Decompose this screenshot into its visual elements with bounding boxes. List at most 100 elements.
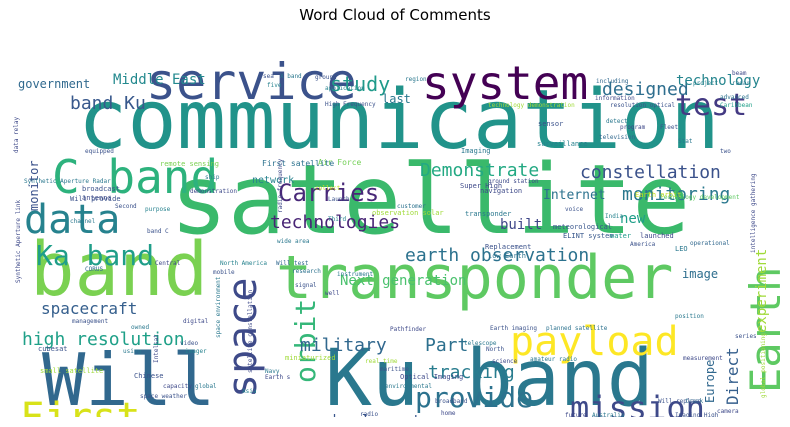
word-ka-band: Ka band [36, 239, 154, 272]
word-ground: ground [315, 74, 337, 81]
word-band-c: band C [147, 228, 169, 235]
word-water: water [610, 232, 631, 240]
word-project: project [693, 80, 719, 87]
word-including: including [596, 78, 629, 85]
word-leo: LEO [675, 245, 688, 253]
word-capacity: capacity [163, 383, 192, 390]
word-mobile: mobile [213, 269, 235, 276]
word-digital: digital [183, 318, 209, 325]
word-first-satellite: First satellite [262, 159, 334, 168]
word-satellite-constellation: satellite constellation [247, 290, 254, 373]
word-radio-frequency: radio frequency [277, 158, 284, 213]
word-corus: CORUS [85, 266, 103, 273]
word-detect: detect [606, 118, 628, 125]
word-europe: Europe [703, 360, 717, 403]
word-monitor: monitor [27, 160, 41, 211]
word-caribbean: Caribbean [720, 102, 753, 109]
word-built: built [500, 217, 542, 233]
word-broadband: broadband [435, 398, 468, 405]
word-ground-station: ground station [488, 178, 539, 185]
word-well: well [325, 290, 340, 297]
word-demonstration: demonstration [190, 188, 237, 195]
word-network: network [252, 175, 294, 186]
word-intelligence-gathering: intelligence gathering [750, 173, 757, 253]
word-technologies: technologies [270, 212, 400, 233]
word-broadcast: broadcast [82, 185, 120, 193]
word-north-america: North America [220, 260, 267, 267]
word-resolution-optical: resolution optical [610, 102, 675, 109]
word-camera: camera [717, 408, 739, 415]
word-designed: designed [602, 79, 689, 100]
word-space-weather: space weather [140, 393, 187, 400]
word-band: band [30, 227, 208, 313]
word-test: test [675, 88, 747, 123]
word-operational: operational [690, 240, 730, 247]
word-system: system [422, 56, 588, 110]
word-channel: channel [70, 218, 96, 225]
word-fleet: Fleet [660, 124, 678, 131]
word-customer: customer [397, 203, 426, 210]
word-transponder: transponder [465, 210, 511, 218]
word-will-provide: Will provide [70, 195, 121, 203]
word-ship: ship [205, 174, 220, 181]
word-real-time: real time [365, 358, 398, 365]
word-using: using [123, 348, 141, 355]
word-data-relay: data relay [13, 116, 20, 153]
word-spacecraft: spacecraft [41, 299, 137, 318]
word-carries: Carries [278, 179, 379, 207]
word-space: space [220, 278, 266, 398]
word-science: science [492, 358, 518, 365]
word-india: India [605, 213, 623, 220]
word-small-satellite: small satellite [40, 367, 103, 375]
word-surveillance: surveillance [537, 140, 588, 148]
word-launched: launched [640, 232, 674, 240]
word-earth-orbit: Earth orbit [635, 191, 681, 199]
word-remote-sensing: remote sensing [160, 160, 219, 168]
word-constellation: constellation [580, 162, 721, 183]
word-direct: Direct [723, 347, 742, 405]
word-television: television [599, 134, 636, 141]
word-radar: radar [732, 80, 750, 87]
word-miniaturized: miniaturized [285, 354, 336, 362]
word-central: Central [155, 260, 181, 267]
word-meteorological: meteorological [553, 223, 612, 231]
word-earth-s: Earth s [265, 374, 291, 381]
word-x-band: X band [280, 73, 302, 80]
chart-title: Word Cloud of Comments [299, 6, 491, 24]
word-demonstrate: Demonstrate [420, 160, 539, 181]
word-antenna: antenna [82, 194, 112, 202]
word-beam: beam [732, 70, 747, 77]
word-mission: mission [570, 389, 705, 417]
word-advanced: advanced [720, 94, 749, 101]
word-purpose: purpose [145, 206, 171, 213]
word-research: research [292, 268, 321, 275]
word-new: new [620, 211, 646, 227]
word-launch: Launch [328, 196, 350, 203]
word-internet: Internet [543, 188, 606, 203]
word-track: track [685, 398, 703, 405]
word-environmental: environmental [385, 383, 432, 390]
word-synthetic-aperture-radar: Synthetic Aperture Radar [24, 178, 111, 185]
word-global: global [195, 383, 217, 390]
word-will-replace: Will replace [658, 398, 702, 405]
word-planned-satellite: planned satellite [546, 325, 608, 332]
word-service: service [146, 53, 357, 111]
word-cubesat: cubesat [38, 345, 68, 353]
word-military: military [300, 335, 387, 356]
word-monitoring: monitoring [622, 184, 730, 205]
word-last: last [382, 92, 411, 106]
word-radio: radio [360, 411, 378, 417]
word-technology-demonstration: technology demonstration [488, 102, 575, 109]
word-cloud: satellite communication band transponder Ku … [10, 33, 780, 417]
word-home: home [441, 410, 456, 417]
word-asia: Asia [242, 388, 257, 395]
word-program: program [620, 124, 646, 131]
word-part: Part [425, 335, 468, 356]
word-high-resolution: high resolution [22, 329, 185, 350]
word-global-positioning: global positioning [760, 333, 767, 398]
word-navigation: navigation [480, 187, 522, 195]
word-air-force: Air Force [318, 158, 362, 167]
word-third: Third [328, 216, 346, 223]
word-transponder: transponder [276, 243, 673, 313]
